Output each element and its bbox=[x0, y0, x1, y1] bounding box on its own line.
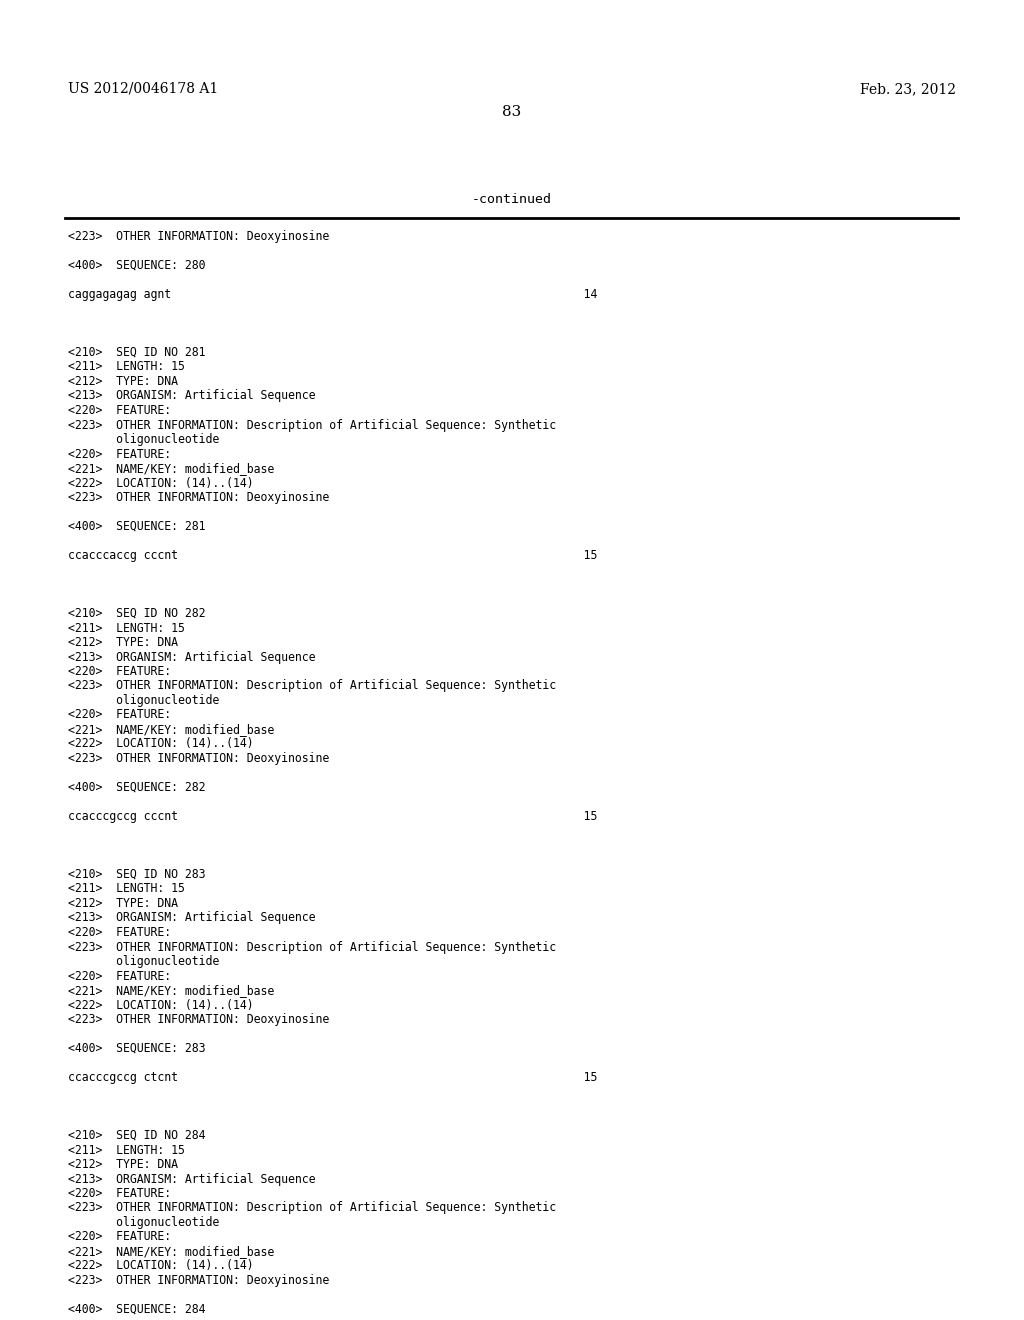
Text: <223>  OTHER INFORMATION: Deoxyinosine: <223> OTHER INFORMATION: Deoxyinosine bbox=[68, 491, 330, 504]
Text: <211>  LENGTH: 15: <211> LENGTH: 15 bbox=[68, 622, 185, 635]
Text: <400>  SEQUENCE: 280: <400> SEQUENCE: 280 bbox=[68, 259, 206, 272]
Text: <220>  FEATURE:: <220> FEATURE: bbox=[68, 1187, 171, 1200]
Text: <222>  LOCATION: (14)..(14): <222> LOCATION: (14)..(14) bbox=[68, 738, 254, 751]
Text: oligonucleotide: oligonucleotide bbox=[68, 433, 219, 446]
Text: oligonucleotide: oligonucleotide bbox=[68, 1216, 219, 1229]
Text: <211>  LENGTH: 15: <211> LENGTH: 15 bbox=[68, 1143, 185, 1156]
Text: US 2012/0046178 A1: US 2012/0046178 A1 bbox=[68, 82, 218, 96]
Text: <400>  SEQUENCE: 284: <400> SEQUENCE: 284 bbox=[68, 1303, 206, 1316]
Text: <210>  SEQ ID NO 282: <210> SEQ ID NO 282 bbox=[68, 607, 206, 620]
Text: <221>  NAME/KEY: modified_base: <221> NAME/KEY: modified_base bbox=[68, 983, 274, 997]
Text: <213>  ORGANISM: Artificial Sequence: <213> ORGANISM: Artificial Sequence bbox=[68, 651, 315, 664]
Text: <213>  ORGANISM: Artificial Sequence: <213> ORGANISM: Artificial Sequence bbox=[68, 389, 315, 403]
Text: <222>  LOCATION: (14)..(14): <222> LOCATION: (14)..(14) bbox=[68, 1259, 254, 1272]
Text: <210>  SEQ ID NO 283: <210> SEQ ID NO 283 bbox=[68, 869, 206, 880]
Text: <211>  LENGTH: 15: <211> LENGTH: 15 bbox=[68, 360, 185, 374]
Text: <400>  SEQUENCE: 282: <400> SEQUENCE: 282 bbox=[68, 781, 206, 795]
Text: ccacccgccg cccnt                                                           15: ccacccgccg cccnt 15 bbox=[68, 810, 597, 822]
Text: Feb. 23, 2012: Feb. 23, 2012 bbox=[860, 82, 956, 96]
Text: <223>  OTHER INFORMATION: Deoxyinosine: <223> OTHER INFORMATION: Deoxyinosine bbox=[68, 1274, 330, 1287]
Text: ccacccgccg ctcnt                                                           15: ccacccgccg ctcnt 15 bbox=[68, 1071, 597, 1084]
Text: <221>  NAME/KEY: modified_base: <221> NAME/KEY: modified_base bbox=[68, 1245, 274, 1258]
Text: <212>  TYPE: DNA: <212> TYPE: DNA bbox=[68, 1158, 178, 1171]
Text: <211>  LENGTH: 15: <211> LENGTH: 15 bbox=[68, 883, 185, 895]
Text: <220>  FEATURE:: <220> FEATURE: bbox=[68, 1230, 171, 1243]
Text: <220>  FEATURE:: <220> FEATURE: bbox=[68, 404, 171, 417]
Text: -continued: -continued bbox=[472, 193, 552, 206]
Text: <222>  LOCATION: (14)..(14): <222> LOCATION: (14)..(14) bbox=[68, 998, 254, 1011]
Text: <212>  TYPE: DNA: <212> TYPE: DNA bbox=[68, 375, 178, 388]
Text: <220>  FEATURE:: <220> FEATURE: bbox=[68, 709, 171, 722]
Text: <213>  ORGANISM: Artificial Sequence: <213> ORGANISM: Artificial Sequence bbox=[68, 1172, 315, 1185]
Text: <212>  TYPE: DNA: <212> TYPE: DNA bbox=[68, 898, 178, 909]
Text: <221>  NAME/KEY: modified_base: <221> NAME/KEY: modified_base bbox=[68, 723, 274, 737]
Text: <223>  OTHER INFORMATION: Deoxyinosine: <223> OTHER INFORMATION: Deoxyinosine bbox=[68, 230, 330, 243]
Text: <213>  ORGANISM: Artificial Sequence: <213> ORGANISM: Artificial Sequence bbox=[68, 912, 315, 924]
Text: <400>  SEQUENCE: 283: <400> SEQUENCE: 283 bbox=[68, 1041, 206, 1055]
Text: <223>  OTHER INFORMATION: Description of Artificial Sequence: Synthetic: <223> OTHER INFORMATION: Description of … bbox=[68, 940, 556, 953]
Text: <210>  SEQ ID NO 281: <210> SEQ ID NO 281 bbox=[68, 346, 206, 359]
Text: oligonucleotide: oligonucleotide bbox=[68, 954, 219, 968]
Text: <223>  OTHER INFORMATION: Description of Artificial Sequence: Synthetic: <223> OTHER INFORMATION: Description of … bbox=[68, 1201, 556, 1214]
Text: <400>  SEQUENCE: 281: <400> SEQUENCE: 281 bbox=[68, 520, 206, 533]
Text: <212>  TYPE: DNA: <212> TYPE: DNA bbox=[68, 636, 178, 649]
Text: <223>  OTHER INFORMATION: Description of Artificial Sequence: Synthetic: <223> OTHER INFORMATION: Description of … bbox=[68, 680, 556, 693]
Text: <223>  OTHER INFORMATION: Description of Artificial Sequence: Synthetic: <223> OTHER INFORMATION: Description of … bbox=[68, 418, 556, 432]
Text: <223>  OTHER INFORMATION: Deoxyinosine: <223> OTHER INFORMATION: Deoxyinosine bbox=[68, 1012, 330, 1026]
Text: <221>  NAME/KEY: modified_base: <221> NAME/KEY: modified_base bbox=[68, 462, 274, 475]
Text: <220>  FEATURE:: <220> FEATURE: bbox=[68, 447, 171, 461]
Text: <220>  FEATURE:: <220> FEATURE: bbox=[68, 927, 171, 939]
Text: <223>  OTHER INFORMATION: Deoxyinosine: <223> OTHER INFORMATION: Deoxyinosine bbox=[68, 752, 330, 766]
Text: ccacccaccg cccnt                                                           15: ccacccaccg cccnt 15 bbox=[68, 549, 597, 562]
Text: <220>  FEATURE:: <220> FEATURE: bbox=[68, 665, 171, 678]
Text: caggagagag agnt                                                            14: caggagagag agnt 14 bbox=[68, 288, 597, 301]
Text: <220>  FEATURE:: <220> FEATURE: bbox=[68, 969, 171, 982]
Text: oligonucleotide: oligonucleotide bbox=[68, 694, 219, 708]
Text: <210>  SEQ ID NO 284: <210> SEQ ID NO 284 bbox=[68, 1129, 206, 1142]
Text: <222>  LOCATION: (14)..(14): <222> LOCATION: (14)..(14) bbox=[68, 477, 254, 490]
Text: 83: 83 bbox=[503, 106, 521, 119]
